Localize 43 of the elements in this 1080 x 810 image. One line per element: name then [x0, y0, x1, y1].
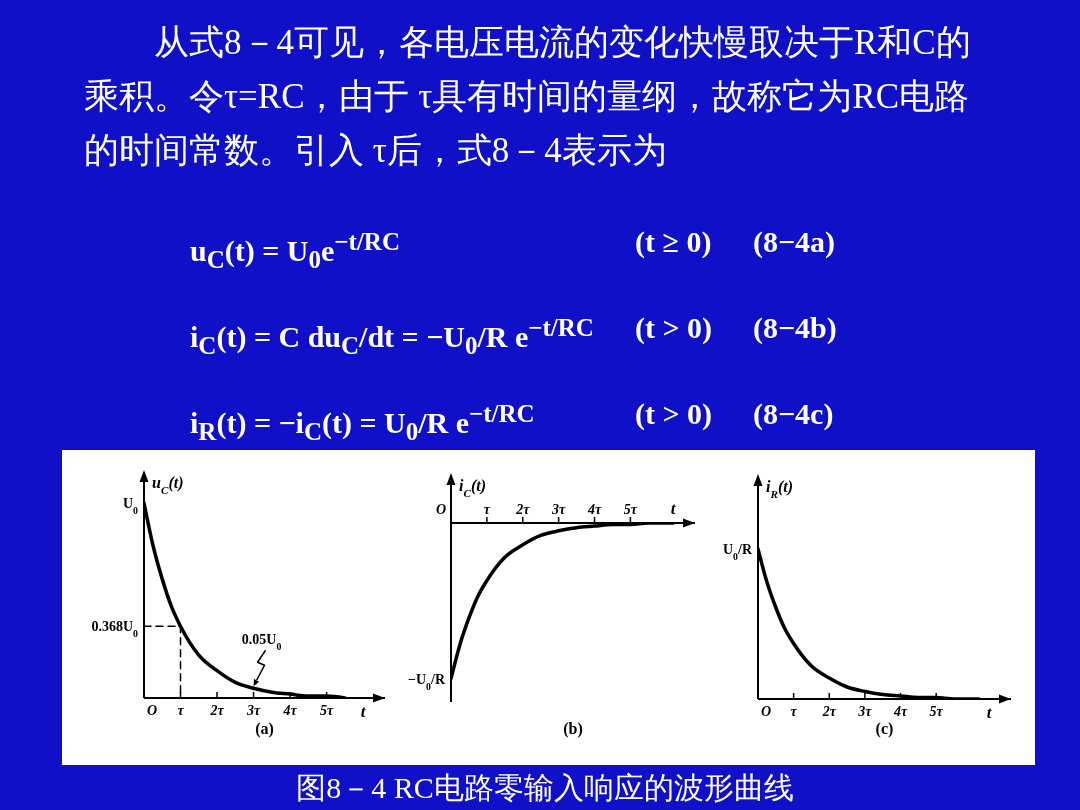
x-tick-label: 5τ [623, 502, 638, 517]
x-tick-label: 3τ [857, 704, 873, 719]
y-axis-title: u$_{C}$(t) [152, 474, 184, 496]
x-tick-label: 3τ [245, 703, 261, 718]
text: 从式8－4可见，各电压电流的变化快慢取决于R和C的乘积。令τ=RC，由于 τ具有时间的量纲，故称它为RC电路的时间常数。引入 τ后，式8－4表示为 [84, 22, 972, 172]
text: 0.368U$_{0}$ [91, 619, 139, 639]
annotation: 0.05U$_{0}$ [241, 632, 282, 652]
x-tick-label: τ [483, 502, 491, 517]
x-tick-label: 5τ [319, 703, 334, 718]
x-axis-title: t [360, 702, 367, 721]
text: U$_{0}$/R [722, 542, 753, 562]
text: u$_{C}$(t) = U$_{0}$e$^{−t/RC}$ [190, 227, 401, 275]
text: (t > 0) [635, 396, 714, 432]
text: O [435, 502, 447, 517]
text: O [146, 703, 158, 718]
caption: 图8－4 RC电路零输入响应的波形曲线 [296, 771, 794, 804]
text: (b) [563, 720, 583, 738]
x-tick-label: 2τ [209, 703, 225, 718]
x-tick-label: 2τ [515, 502, 531, 517]
x-tick-label: 4τ [586, 502, 602, 517]
text: (c) [875, 720, 894, 738]
text: (t ≥ 0) [635, 224, 713, 260]
x-tick-label: 4τ [892, 704, 908, 719]
text: i$_{C}$(t) = C du$_{C}$/dt = −U$_{0}$/R e$^{−t/RC}$ [190, 313, 595, 361]
x-axis-title: t [986, 703, 993, 722]
y-axis-title: i$_{R}$(t) [766, 478, 794, 500]
text: (t > 0) [635, 310, 714, 346]
x-tick-label: 2τ [821, 704, 837, 719]
text: −U$_{0}$/R [408, 671, 446, 692]
x-tick-label: 4τ [282, 703, 298, 718]
text: U$_{0}$ [122, 496, 139, 516]
text: O [760, 704, 772, 719]
text: (8−4a) [753, 224, 836, 260]
x-tick-label: 5τ [929, 704, 944, 719]
x-tick-label: 3τ [551, 502, 567, 517]
x-tick-label: τ [790, 704, 798, 719]
text: (8−4c) [753, 396, 834, 432]
x-tick-label: τ [177, 703, 185, 718]
text: (a) [255, 720, 274, 738]
text: (8−4b) [753, 310, 837, 346]
y-axis-title: i$_{C}$(t) [459, 477, 487, 499]
x-axis-title: t [670, 499, 677, 518]
text: i$_{R}$(t) = −i$_{C}$(t) = U$_{0}$/R e$^{−t/RC}$ [190, 399, 536, 447]
